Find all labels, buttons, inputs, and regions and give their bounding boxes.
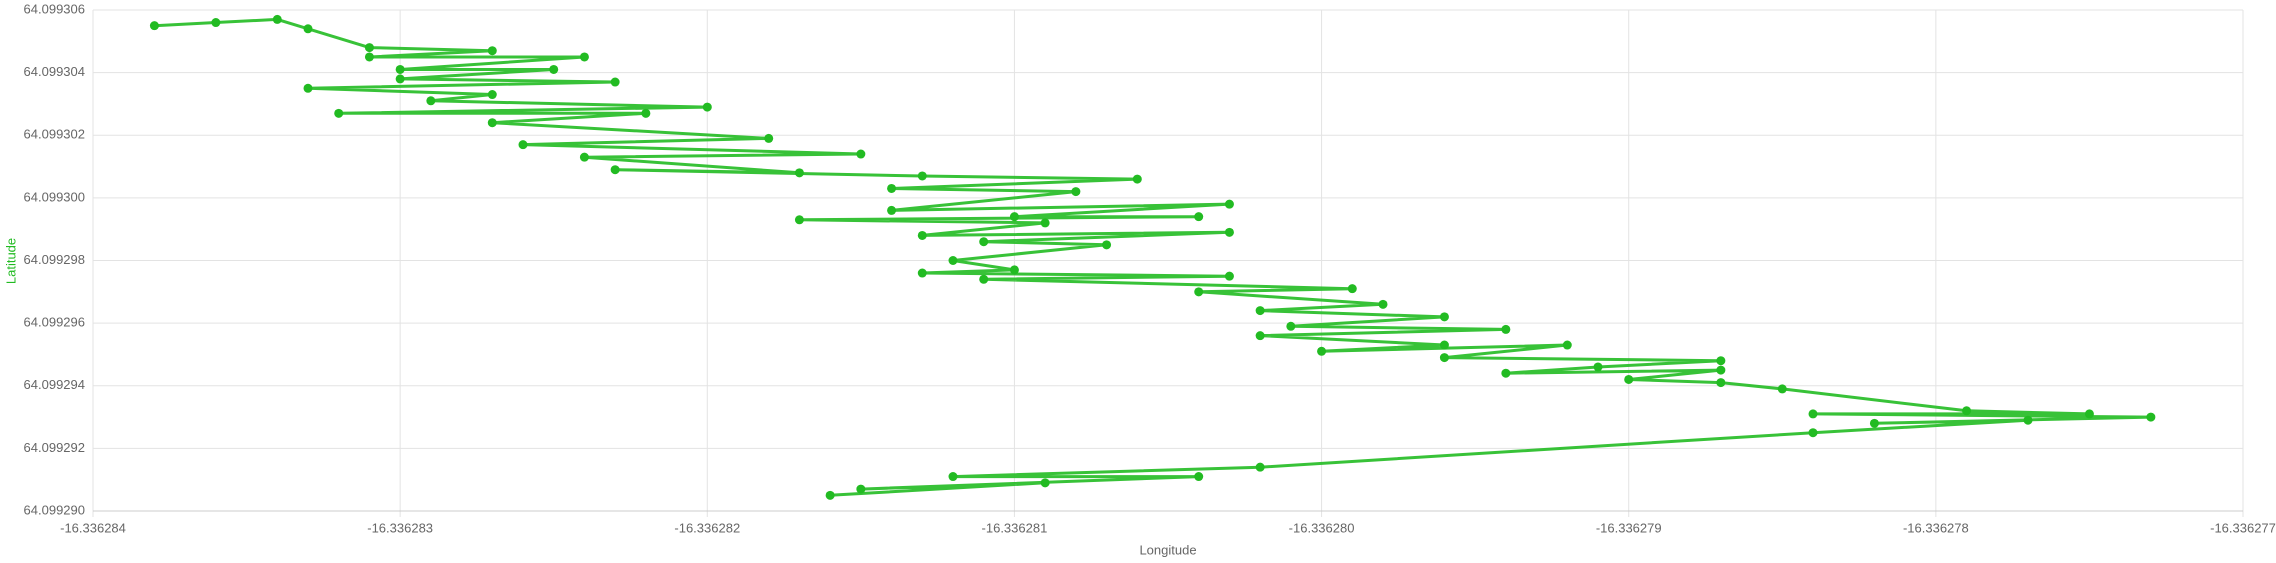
data-point [149, 21, 159, 31]
data-point [487, 118, 497, 128]
data-point [334, 108, 344, 118]
data-point [1071, 187, 1081, 197]
data-point [2146, 412, 2156, 422]
x-tick-label: -16.336280 [1289, 520, 1355, 535]
data-point [764, 133, 774, 143]
y-tick-label: 64.099306 [24, 1, 85, 16]
data-point [1624, 374, 1634, 384]
data-point [579, 152, 589, 162]
data-point [702, 102, 712, 112]
data-point [1716, 378, 1726, 388]
data-point [1194, 287, 1204, 297]
data-point [610, 77, 620, 87]
data-point [979, 237, 989, 247]
data-point [579, 52, 589, 62]
data-point [641, 108, 651, 118]
data-point [1562, 340, 1572, 350]
y-tick-label: 64.099304 [24, 64, 85, 79]
data-point [794, 215, 804, 225]
x-tick-label: -16.336283 [367, 520, 433, 535]
x-tick-label: -16.336281 [982, 520, 1048, 535]
data-point [948, 256, 958, 265]
data-point [1224, 227, 1234, 237]
data-point [272, 14, 282, 24]
data-point [1194, 472, 1204, 482]
y-axis-title: Latitude [3, 238, 18, 284]
x-tick-label: -16.336277 [2210, 520, 2276, 535]
data-point [1593, 362, 1603, 372]
x-tick-label: -16.336284 [60, 520, 126, 535]
data-point [549, 64, 559, 74]
data-point [395, 74, 405, 84]
x-axis-title: Longitude [1139, 542, 1196, 557]
data-point [794, 168, 804, 178]
data-point [1777, 384, 1787, 394]
data-point [518, 140, 528, 150]
data-point [1102, 240, 1112, 250]
data-point [856, 484, 866, 494]
data-line [154, 17, 2153, 497]
data-point [1962, 406, 1972, 416]
data-point [1716, 356, 1726, 366]
data-point [1040, 218, 1050, 228]
data-point [1501, 368, 1511, 378]
data-point [825, 490, 835, 500]
y-tick-label: 64.099290 [24, 502, 85, 517]
y-tick-label: 64.099292 [24, 440, 85, 455]
data-point [395, 64, 405, 74]
y-tick-label: 64.099298 [24, 252, 85, 267]
data-point [887, 205, 897, 215]
data-point [2023, 415, 2033, 425]
data-point [948, 472, 958, 482]
data-point [1132, 174, 1142, 184]
x-tick-label: -16.336279 [1596, 520, 1662, 535]
data-point [303, 24, 313, 34]
data-point [1347, 284, 1357, 294]
data-point [1255, 331, 1265, 341]
data-point [211, 18, 221, 28]
x-tick-label: -16.336278 [1903, 520, 1969, 535]
y-tick-label: 64.099296 [24, 315, 85, 330]
data-point [917, 268, 927, 278]
y-tick-label: 64.099300 [24, 189, 85, 204]
data-point [1224, 199, 1234, 209]
data-point [1439, 353, 1449, 363]
data-point [1317, 346, 1327, 356]
data-point [1439, 340, 1449, 350]
data-point [917, 230, 927, 240]
data-point [917, 171, 927, 181]
data-point [426, 96, 436, 106]
data-point [1716, 365, 1726, 375]
data-point [1439, 312, 1449, 322]
y-tick-label: 64.099294 [24, 377, 85, 392]
data-point [1009, 212, 1019, 222]
data-point [364, 52, 374, 62]
data-point [1808, 409, 1818, 419]
data-point [1194, 212, 1204, 222]
data-point [1286, 321, 1296, 331]
data-point [1224, 271, 1234, 281]
data-point [979, 274, 989, 284]
data-point [303, 83, 313, 93]
data-point [364, 43, 374, 53]
data-point [1255, 462, 1265, 472]
data-point [1040, 478, 1050, 488]
x-tick-label: -16.336282 [674, 520, 740, 535]
data-point [610, 165, 620, 175]
data-point [856, 149, 866, 159]
data-point [887, 183, 897, 193]
data-point [1009, 265, 1019, 275]
data-point [1378, 299, 1388, 309]
data-point [487, 46, 497, 56]
data-point [1808, 428, 1818, 438]
data-point [1501, 324, 1511, 334]
data-point [487, 90, 497, 100]
data-point [2084, 409, 2094, 419]
y-tick-label: 64.099302 [24, 127, 85, 142]
data-point [1869, 418, 1879, 428]
data-point [1255, 306, 1265, 316]
